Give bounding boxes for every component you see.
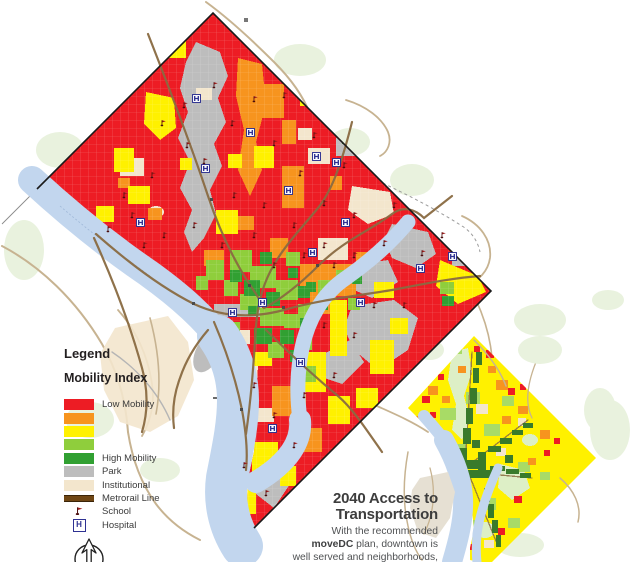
legend-item-metrorail: Metrorail Line	[64, 492, 194, 505]
mobility-3-swatch	[64, 425, 94, 437]
mobility-4-swatch	[64, 439, 94, 451]
mobility-2-swatch	[64, 412, 94, 424]
legend-item-label: Low Mobility	[102, 399, 155, 411]
legend-item-school: School	[64, 505, 194, 518]
legend-item-park: Park	[64, 465, 194, 478]
park-swatch	[64, 466, 94, 478]
legend: Legend Mobility Index Low Mobility High …	[64, 346, 194, 562]
inset-title: 2040 Access to Transportation	[332, 490, 438, 524]
high-mobility-swatch	[64, 452, 94, 464]
hospital-icon: H	[72, 518, 86, 532]
legend-item-mobility-3	[64, 425, 194, 438]
legend-subtitle: Mobility Index	[64, 371, 148, 385]
inset-caption: 2040 Access to Transportation With the r…	[290, 490, 439, 562]
legend-item-institutional: Institutional	[64, 478, 194, 491]
legend-title: Legend	[64, 346, 111, 361]
metrorail-line-swatch	[64, 494, 94, 502]
metro-stations	[192, 18, 319, 411]
legend-item-low-mobility: Low Mobility	[64, 398, 194, 411]
legend-item-high-mobility: High Mobility	[64, 452, 194, 465]
school-icon	[75, 507, 82, 516]
legend-item-mobility-4	[64, 438, 194, 451]
legend-item-mobility-2	[64, 411, 194, 424]
legend-item-label: High Mobility	[102, 452, 157, 464]
dc-boundary-line	[36, 11, 493, 529]
low-mobility-swatch	[64, 399, 94, 411]
compass-north-arrow	[74, 538, 104, 562]
legend-item-hospital: H Hospital	[64, 518, 194, 532]
rivers	[18, 166, 416, 562]
inset-caption-body: With the recommended moveDC plan, downto…	[292, 526, 438, 562]
movedc-label: moveDC	[311, 539, 354, 551]
institutional-swatch	[64, 479, 94, 491]
